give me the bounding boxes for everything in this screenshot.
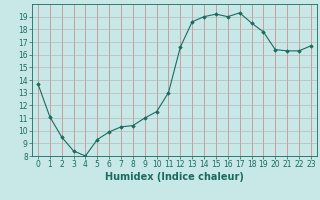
X-axis label: Humidex (Indice chaleur): Humidex (Indice chaleur) [105,172,244,182]
